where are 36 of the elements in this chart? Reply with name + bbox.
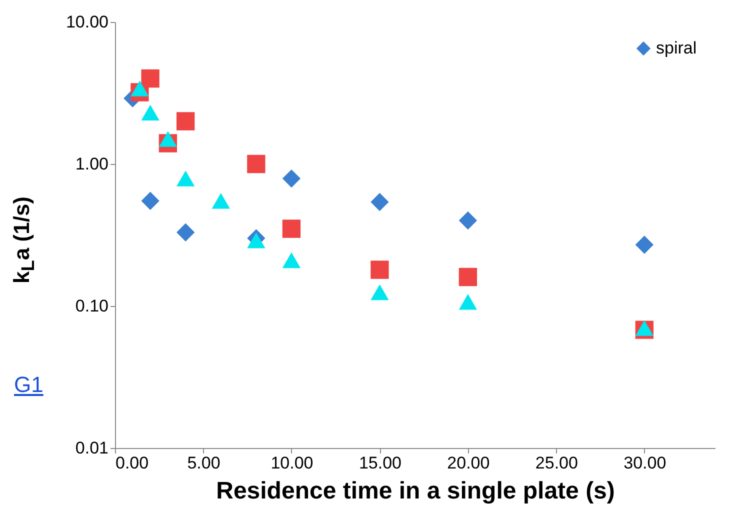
point [141, 192, 160, 210]
point [141, 69, 160, 88]
x-axis-title: Residence time in a single plate (s) [216, 478, 615, 504]
point [282, 220, 301, 238]
point [370, 192, 389, 212]
point [282, 169, 301, 188]
text: G1 [14, 372, 44, 398]
x-tick-label: 25.00 [535, 454, 578, 472]
point [247, 232, 266, 248]
y-tick-label: 0.10 [75, 296, 108, 316]
point [141, 104, 160, 120]
point [247, 154, 266, 174]
point [458, 268, 478, 286]
point [635, 320, 654, 336]
point [458, 211, 478, 230]
x-tick-label: 15.00 [358, 454, 402, 472]
y-tick-label: 10.00 [66, 12, 108, 32]
y-tick-label: 0.01 [75, 438, 108, 458]
point [212, 193, 230, 209]
point [458, 294, 478, 310]
point [282, 252, 301, 268]
x-tick-label: 5.00 [187, 454, 220, 472]
point [130, 80, 149, 96]
x-tick-label: 10.00 [270, 454, 314, 472]
point [176, 112, 195, 130]
legend-label: spiral [656, 38, 697, 58]
point [176, 223, 195, 242]
point [635, 236, 654, 254]
point [370, 284, 389, 300]
point [176, 170, 195, 186]
x-tick-label: 0.00 [116, 454, 149, 472]
x-tick-label: 30.00 [624, 454, 666, 472]
x-tick-label: 20.00 [447, 454, 490, 472]
point [158, 131, 178, 147]
point [370, 260, 389, 279]
y-tick-label: 1.00 [75, 154, 108, 174]
